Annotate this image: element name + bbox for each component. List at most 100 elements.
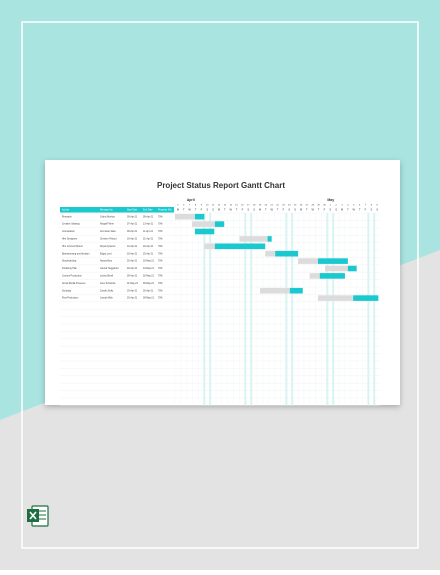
weekday: S [253, 208, 255, 212]
day-number: 16 [241, 205, 244, 207]
task-cell: Creative Strategy [62, 223, 81, 226]
weekday: F [201, 208, 203, 212]
task-cell: 70% [158, 224, 163, 226]
weekday: S [288, 208, 290, 212]
planned-bar [191, 221, 215, 227]
weekday: M [218, 208, 220, 212]
actual-bar [347, 265, 357, 272]
task-cell: 08-Apr-21 [127, 230, 138, 233]
task-cell: Alyssa Bury [100, 260, 113, 263]
actual-bar [317, 258, 348, 264]
weekday: T [195, 208, 197, 212]
day-number: 23 [282, 205, 285, 207]
task-cell: 70% [158, 298, 163, 300]
task-cell: 07-Apr-21 [127, 223, 138, 226]
task-cell: 19-Apr-21 [127, 289, 138, 292]
task-cell: Finalizing Plan [62, 268, 78, 270]
task-cell: 20-Apr-21 [143, 245, 154, 248]
weekday: W [353, 208, 356, 212]
weekday: S [206, 208, 208, 212]
day-number: 29 [317, 205, 320, 207]
header-cell: Start Date [127, 208, 138, 211]
task-cell: Consultation [62, 230, 75, 233]
day-number: 7 [365, 205, 367, 207]
header-bar [60, 207, 174, 213]
day-number: 8 [195, 205, 197, 207]
weekday: T [347, 208, 349, 212]
day-number: 17 [247, 205, 250, 207]
task-cell: 16-Apr-21 [127, 238, 138, 241]
day-number: 20 [265, 205, 268, 207]
task-cell: 10-Apr-21 [127, 245, 138, 248]
weekday: F [324, 208, 326, 212]
day-number: 4 [347, 205, 349, 207]
day-number: 25 [294, 205, 297, 207]
day-number: 27 [306, 205, 309, 207]
task-cell: Scripting [62, 289, 72, 292]
gantt-sheet: Activity Managed by Start Date End Date Prog… [60, 198, 381, 406]
weekday: F [283, 208, 285, 212]
day-number: 6 [359, 205, 361, 207]
task-cell: 25-Apr-21 [143, 252, 154, 255]
task-cell: 03-May-21 [143, 261, 155, 263]
planned-bar [239, 236, 268, 242]
task-cell: Christen Pritoud [100, 238, 117, 241]
day-number: 30 [323, 205, 326, 207]
weekday: W [188, 208, 191, 212]
task-cell: Hire Content Writers [62, 245, 84, 248]
day-number: 11 [212, 205, 215, 207]
task-cell: 25-Apr-21 [127, 260, 138, 263]
planned-bar [298, 258, 318, 264]
task-cell: 04-May-21 [143, 268, 155, 270]
planned-bar [309, 273, 320, 279]
day-number: 21 [270, 205, 273, 207]
day-number: 2 [336, 205, 338, 207]
task-cell: 70% [158, 253, 163, 255]
weekday: S [376, 208, 378, 212]
task-cell: Social Media Presence [62, 282, 86, 285]
actual-bar [319, 273, 345, 279]
weekday: M [341, 208, 343, 212]
day-number: 7 [189, 205, 191, 207]
doc-title: Project Status Report Gantt Chart [157, 181, 285, 190]
weekday: W [229, 208, 232, 212]
task-cell: 11-Apr-21 [143, 230, 154, 233]
weekday: F [242, 208, 244, 212]
weekday: S [370, 208, 372, 212]
actual-bar [194, 213, 205, 220]
frame [21, 21, 419, 549]
weekday: S [247, 208, 249, 212]
weekday: S [294, 208, 296, 212]
weekday: T [318, 208, 320, 212]
day-number: 28 [311, 205, 314, 207]
task-cell: Research [62, 215, 73, 218]
header-cell: Activity [62, 208, 70, 211]
task-cell: 30-Apr-21 [127, 297, 138, 300]
weekday: W [270, 208, 273, 212]
day-number: 26 [300, 205, 303, 207]
actual-bar [275, 250, 299, 257]
day-number: 9 [377, 205, 379, 207]
task-cell: 29-Apr-21 [127, 267, 138, 270]
day-number: 10 [206, 205, 209, 207]
weekday: F [365, 208, 367, 212]
weekday: T [265, 208, 267, 212]
weekday: W [311, 208, 314, 212]
task-cell: 70% [158, 276, 163, 278]
task-cell: Cedric Meritus [100, 215, 116, 218]
task-cell: Storyboarding [62, 260, 77, 263]
day-number: 12 [218, 205, 221, 207]
task-cell: 28-Apr-21 [127, 275, 138, 278]
task-cell: 70% [158, 290, 163, 292]
task-cell: Edgar Lord [100, 252, 112, 255]
task-cell: 26-Apr-21 [143, 289, 154, 292]
excel-icon [27, 505, 49, 527]
weekday: T [277, 208, 279, 212]
task-cell: 70% [158, 283, 163, 285]
planned-bar [325, 265, 348, 272]
weekday: M [259, 208, 261, 212]
weekday: S [329, 208, 331, 212]
task-cell: Jane Schamba [100, 283, 116, 285]
task-cell: 02-May-21 [143, 276, 155, 278]
